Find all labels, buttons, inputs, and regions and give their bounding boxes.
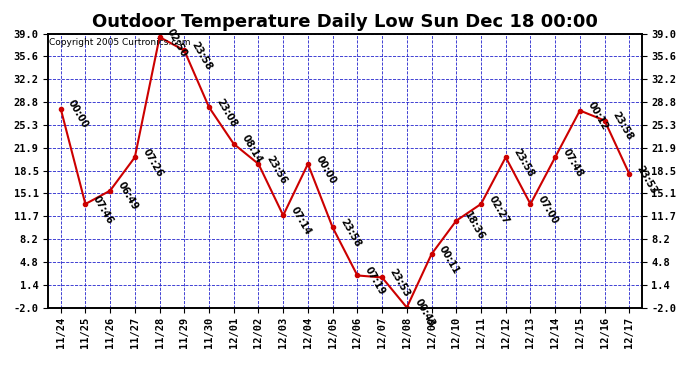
Text: 23:08: 23:08 <box>215 97 239 129</box>
Text: 07:48: 07:48 <box>561 147 585 179</box>
Title: Outdoor Temperature Daily Low Sun Dec 18 00:00: Outdoor Temperature Daily Low Sun Dec 18… <box>92 13 598 31</box>
Text: 00:00: 00:00 <box>66 98 90 130</box>
Text: 18:36: 18:36 <box>462 210 486 242</box>
Text: 07:19: 07:19 <box>363 265 387 297</box>
Text: 23:58: 23:58 <box>610 110 634 142</box>
Text: 02:50: 02:50 <box>165 27 189 58</box>
Text: 00:00: 00:00 <box>313 153 337 185</box>
Text: Copyright 2005 Curtronics.com: Copyright 2005 Curtronics.com <box>50 38 191 47</box>
Text: 00:11: 00:11 <box>437 244 461 276</box>
Text: 23:58: 23:58 <box>511 147 535 179</box>
Text: 23:58: 23:58 <box>338 217 362 249</box>
Text: 23:58: 23:58 <box>190 40 214 72</box>
Text: 07:14: 07:14 <box>288 205 313 237</box>
Text: 23:56: 23:56 <box>264 153 288 185</box>
Text: 00:43: 00:43 <box>413 297 437 329</box>
Text: 07:26: 07:26 <box>140 147 164 179</box>
Text: 02:27: 02:27 <box>486 194 511 225</box>
Text: 00:12: 00:12 <box>585 100 609 132</box>
Text: 07:46: 07:46 <box>91 194 115 225</box>
Text: 23:53: 23:53 <box>388 267 412 299</box>
Text: 08:14: 08:14 <box>239 134 264 165</box>
Text: 23:53: 23:53 <box>635 164 659 195</box>
Text: 07:00: 07:00 <box>536 194 560 225</box>
Text: 06:49: 06:49 <box>116 180 140 212</box>
